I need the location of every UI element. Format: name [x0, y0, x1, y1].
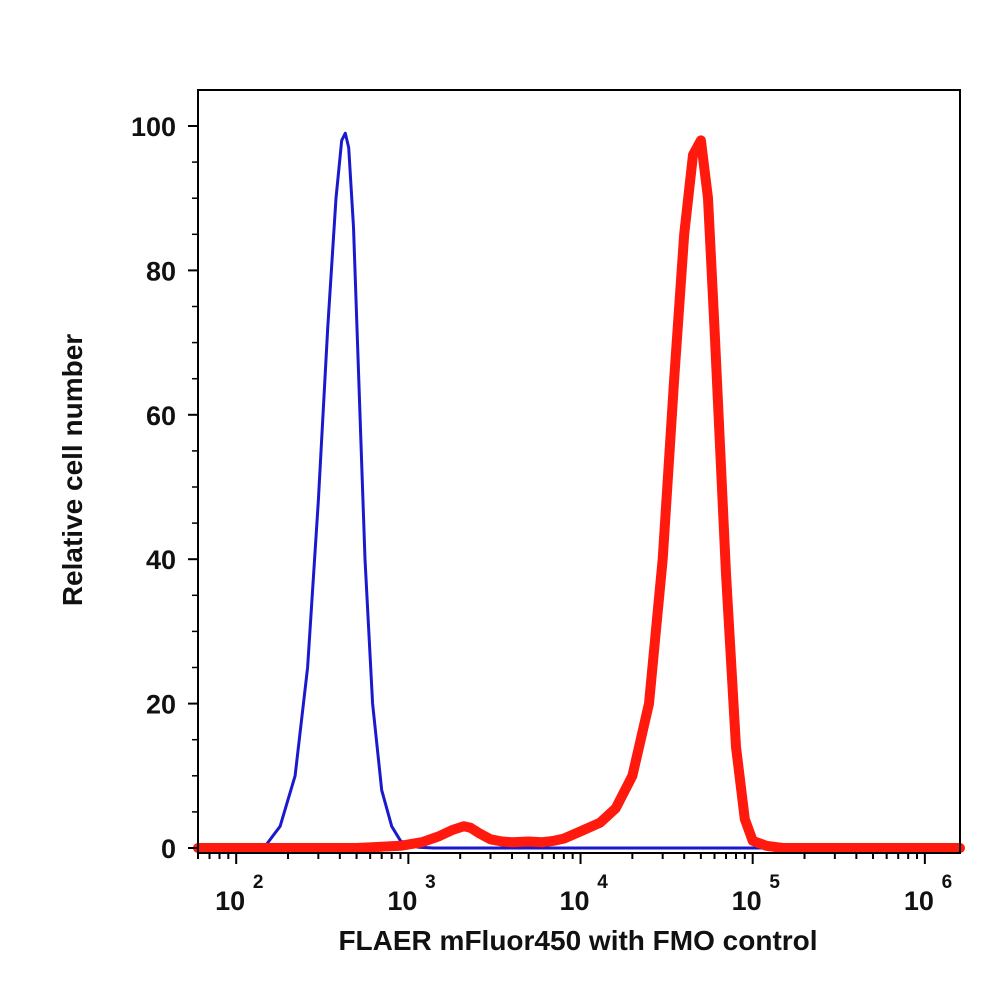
x-tick-label-base: 10 [560, 886, 590, 916]
x-tick-label: 10 4 [560, 872, 609, 916]
y-axis: 0 20 40 60 80 100 [131, 112, 198, 864]
x-tick-label-base: 10 [387, 886, 417, 916]
y-tick-label: 20 [146, 690, 176, 720]
x-tick-label-exponent: 3 [425, 872, 436, 893]
x-axis-title: FLAER mFluor450 with FMO control [338, 925, 817, 956]
x-tick-label-exponent: 6 [942, 872, 953, 893]
x-tick-label-base: 10 [904, 886, 934, 916]
y-tick-label: 100 [131, 112, 176, 142]
y-tick-label: 80 [146, 256, 176, 286]
series-layer [193, 131, 965, 853]
y-tick-label: 60 [146, 401, 176, 431]
y-tick-label: 0 [161, 834, 176, 864]
x-tick-label-base: 10 [732, 886, 762, 916]
x-tick-label: 10 3 [387, 872, 435, 916]
x-tick-label: 10 6 [904, 872, 952, 916]
y-tick-label: 40 [146, 545, 176, 575]
series-line-1 [196, 131, 962, 850]
x-tick-label: 10 2 [215, 872, 263, 916]
plot-frame [197, 89, 961, 854]
x-tick-label-base: 10 [215, 886, 245, 916]
x-axis: 10 2 10 3 10 4 10 5 10 6 [197, 853, 952, 916]
x-tick-label-exponent: 5 [769, 872, 780, 893]
y-axis-title: Relative cell number [57, 334, 88, 606]
x-tick-label-exponent: 4 [597, 872, 608, 893]
x-tick-label-exponent: 2 [253, 872, 264, 893]
x-tick-label: 10 5 [732, 872, 781, 916]
series-line-2 [193, 135, 965, 853]
